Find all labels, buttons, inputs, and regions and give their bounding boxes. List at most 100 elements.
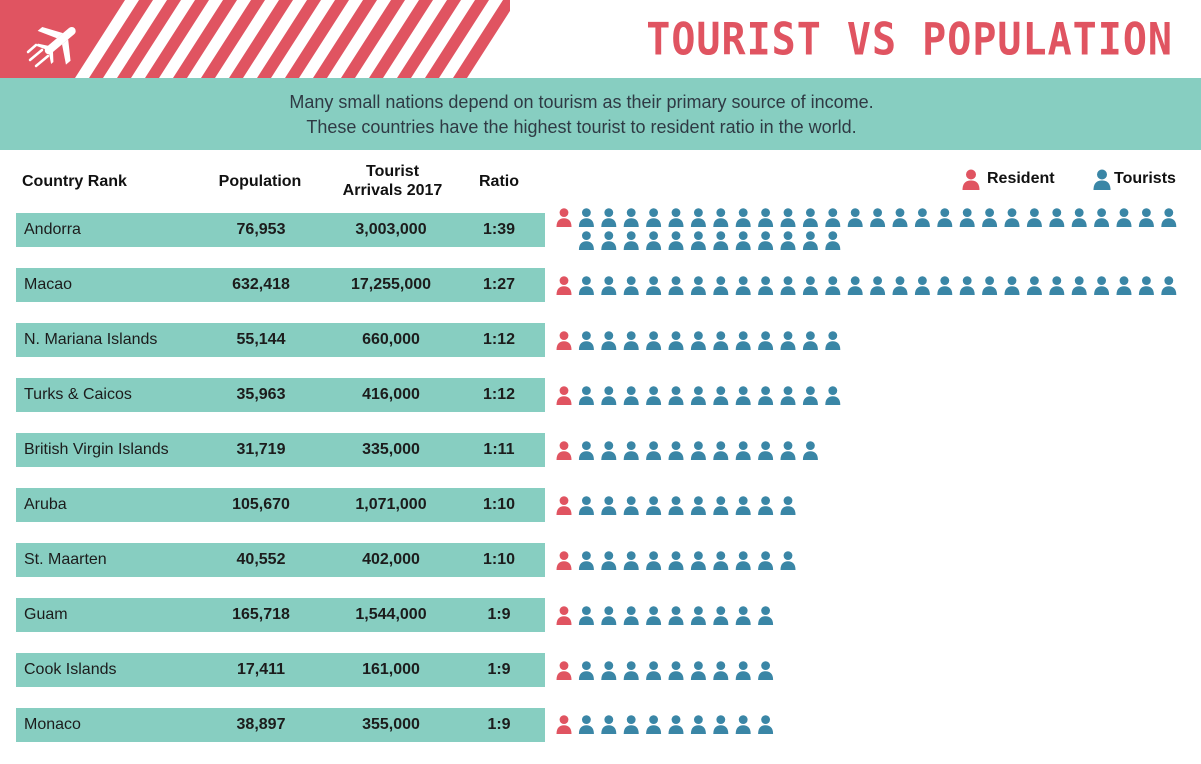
- resident-icon: [556, 551, 572, 570]
- tourist-icon: [780, 386, 796, 405]
- tourist-icon: [735, 715, 751, 734]
- legend-resident-icon: [962, 169, 980, 190]
- tourist-icon: [892, 276, 908, 295]
- tourist-icon: [690, 276, 706, 295]
- tourist-icon: [646, 606, 662, 625]
- tourist-icon: [982, 208, 998, 227]
- tourist-icon: [780, 441, 796, 460]
- ratio-pictogram: [556, 276, 1177, 295]
- row-tourists: 355,000: [362, 716, 420, 733]
- tourist-icon: [780, 331, 796, 350]
- tourist-icon: [735, 661, 751, 680]
- tourist-icon: [668, 661, 684, 680]
- tourist-icon: [601, 231, 617, 250]
- tourist-icon: [780, 231, 796, 250]
- tourist-icon: [623, 276, 639, 295]
- tourist-icon: [690, 331, 706, 350]
- tourist-icon: [1071, 276, 1087, 295]
- tourist-icon: [847, 208, 863, 227]
- tourist-icon: [646, 331, 662, 350]
- tourist-icon: [668, 208, 684, 227]
- tourist-icon: [668, 496, 684, 515]
- row-population: 31,719: [236, 441, 286, 458]
- tourist-icon: [713, 231, 729, 250]
- row-country: British Virgin Islands: [24, 441, 169, 458]
- tourist-icon: [623, 331, 639, 350]
- tourist-icon: [690, 386, 706, 405]
- column-header-country: Country Rank: [22, 173, 127, 190]
- tourist-icon: [1138, 276, 1154, 295]
- tourist-icon: [758, 551, 774, 570]
- tourist-icon: [937, 276, 953, 295]
- column-header-tourist-arrivals: Tourist Arrivals 2017: [330, 162, 455, 200]
- tourist-icon: [601, 496, 617, 515]
- tourist-icon: [668, 331, 684, 350]
- tourist-icon: [623, 208, 639, 227]
- tourist-icon: [892, 208, 908, 227]
- tourist-icon: [758, 441, 774, 460]
- tourist-icon: [578, 551, 594, 570]
- ratio-pictogram: [556, 441, 818, 460]
- tourist-icon: [713, 496, 729, 515]
- tourist-icon: [914, 276, 930, 295]
- tourist-icon: [1004, 208, 1020, 227]
- resident-icon: [556, 715, 572, 734]
- tourist-icon: [713, 441, 729, 460]
- tourist-icon: [646, 276, 662, 295]
- tourist-icon: [1071, 208, 1087, 227]
- row-ratio: 1:10: [482, 496, 516, 513]
- tourist-icon: [713, 661, 729, 680]
- tourist-icon: [578, 441, 594, 460]
- tourist-icon: [690, 715, 706, 734]
- row-tourists: 3,003,000: [355, 221, 427, 238]
- tourist-icon: [758, 606, 774, 625]
- tourist-icon: [1004, 276, 1020, 295]
- tourist-icon: [735, 606, 751, 625]
- legend-tourists-label: Tourists: [1114, 170, 1176, 187]
- row-population: 76,953: [236, 221, 286, 238]
- column-header-tourist-line2: Arrivals 2017: [342, 182, 443, 199]
- row-country: Andorra: [24, 221, 81, 238]
- tourist-icon: [578, 231, 594, 250]
- tourist-icon: [802, 231, 818, 250]
- ratio-icon-row: [552, 330, 1192, 378]
- tourist-icon: [802, 208, 818, 227]
- tourist-icon: [713, 208, 729, 227]
- table-row: Guam 165,718 1,544,000 1:9: [16, 598, 545, 632]
- row-ratio: 1:39: [482, 221, 516, 238]
- tourist-icon: [758, 231, 774, 250]
- tourist-icon: [1116, 276, 1132, 295]
- column-header-ratio: Ratio: [479, 173, 519, 190]
- ratio-icon-row: [552, 550, 1192, 598]
- tourist-icon: [623, 441, 639, 460]
- tourist-icon: [758, 496, 774, 515]
- tourist-icon: [847, 276, 863, 295]
- resident-icon: [556, 496, 572, 515]
- table-row: British Virgin Islands 31,719 335,000 1:…: [16, 433, 545, 467]
- tourist-icon: [623, 661, 639, 680]
- tourist-icon: [758, 208, 774, 227]
- tourist-icon: [959, 208, 975, 227]
- ratio-pictogram: [556, 661, 774, 680]
- tourist-icon: [735, 331, 751, 350]
- tourist-icon: [914, 208, 930, 227]
- tourist-icon: [825, 208, 841, 227]
- ratio-icon-row: [552, 605, 1192, 653]
- tourist-icon: [1094, 276, 1110, 295]
- table-row: Cook Islands 17,411 161,000 1:9: [16, 653, 545, 687]
- tourist-icon: [802, 386, 818, 405]
- ratio-pictogram: [556, 386, 841, 405]
- row-population: 105,670: [232, 496, 290, 513]
- resident-icon: [556, 441, 572, 460]
- tourist-icon: [690, 441, 706, 460]
- tourist-icon: [1161, 208, 1177, 227]
- ratio-icon-row: [552, 207, 1192, 255]
- resident-icon: [556, 661, 572, 680]
- table-row: Andorra 76,953 3,003,000 1:39: [16, 213, 545, 247]
- tourist-icon: [646, 715, 662, 734]
- tourist-icon: [825, 276, 841, 295]
- tourist-icon: [758, 715, 774, 734]
- row-country: Macao: [24, 276, 73, 293]
- tourist-icon: [578, 331, 594, 350]
- tourist-icon: [735, 208, 751, 227]
